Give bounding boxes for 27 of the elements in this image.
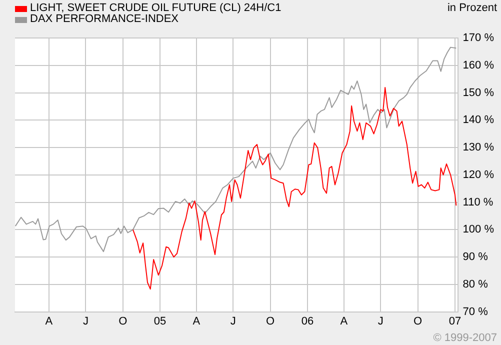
y-tick-label: 120 % xyxy=(462,168,494,181)
x-tick-label: 07 xyxy=(448,315,462,328)
x-tick-label: O xyxy=(414,315,423,328)
x-tick-label: J xyxy=(378,315,384,328)
legend-label: LIGHT, SWEET CRUDE OIL FUTURE (CL) 24H/C1 xyxy=(30,2,282,14)
x-tick-label: J xyxy=(82,315,88,328)
x-tick-label: 05 xyxy=(154,315,166,328)
y-tick-label: 170 % xyxy=(462,32,494,44)
x-tick-label: J xyxy=(230,315,236,328)
y-tick-label: 150 % xyxy=(462,86,494,99)
x-tick-label: O xyxy=(266,315,276,328)
legend-label: DAX PERFORMANCE-INDEX xyxy=(30,13,179,25)
y-tick-label: 140 % xyxy=(462,114,494,126)
x-tick-label: A xyxy=(192,315,201,328)
x-tick-label: O xyxy=(118,315,128,328)
x-tick-label: 06 xyxy=(301,315,314,328)
x-tick-label: A xyxy=(340,315,348,328)
y-tick-label: 160 % xyxy=(462,59,494,72)
y-tick-label: 70 % xyxy=(462,306,488,318)
y-tick-label: 130 % xyxy=(462,142,494,154)
y-tick-label: 80 % xyxy=(462,278,488,290)
y-tick-label: 100 % xyxy=(462,224,494,236)
y-tick-label: 90 % xyxy=(462,251,488,264)
text: © 1999-2007 xyxy=(433,332,497,344)
y-axis-title: in Prozent xyxy=(447,2,497,14)
y-tick-label: 110 % xyxy=(462,196,494,208)
x-tick-label: A xyxy=(45,315,54,328)
